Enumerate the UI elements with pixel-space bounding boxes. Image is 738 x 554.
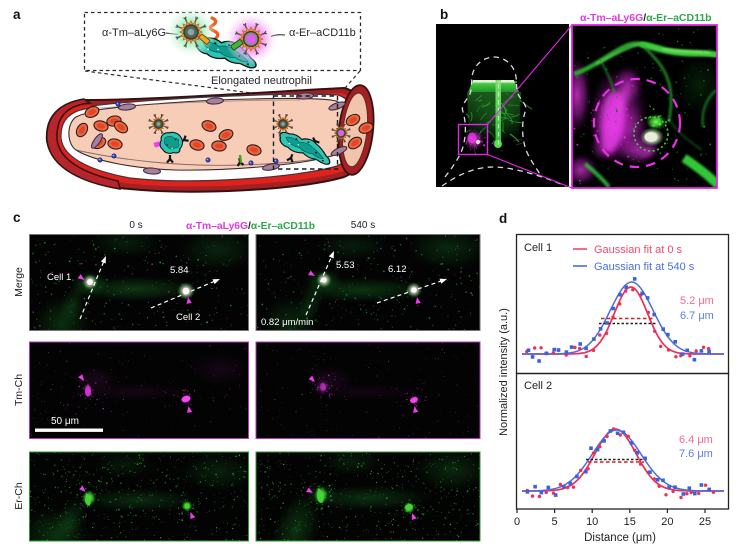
svg-text:Cell 1: Cell 1 <box>524 242 552 254</box>
svg-text:5.2 μm: 5.2 μm <box>680 295 714 307</box>
svg-text:Normalized intensity (a.u.): Normalized intensity (a.u.) <box>498 308 510 436</box>
svg-text:Cell 1: Cell 1 <box>47 272 71 283</box>
svg-text:α-Tm–aLy6G: α-Tm–aLy6G <box>102 27 166 39</box>
svg-text:5: 5 <box>552 516 558 528</box>
svg-text:Gaussian fit at 540 s: Gaussian fit at 540 s <box>594 261 695 273</box>
svg-text:Gaussian fit at 0 s: Gaussian fit at 0 s <box>594 244 683 256</box>
svg-text:15: 15 <box>624 516 636 528</box>
svg-text:6.7 μm: 6.7 μm <box>680 310 714 322</box>
svg-text:Er-Ch: Er-Ch <box>13 482 25 510</box>
svg-text:Distance (μm): Distance (μm) <box>584 532 656 544</box>
svg-text:c: c <box>13 210 21 225</box>
svg-text:b: b <box>440 7 448 22</box>
svg-text:d: d <box>499 211 507 226</box>
svg-text:7.6 μm: 7.6 μm <box>679 448 713 460</box>
svg-text:Merge: Merge <box>13 267 25 297</box>
svg-text:0 s: 0 s <box>129 220 142 231</box>
svg-text:540 s: 540 s <box>351 220 375 231</box>
svg-text:5.53: 5.53 <box>336 260 355 271</box>
svg-text:α-Tm–aLy6G/α-Er–aCD11b: α-Tm–aLy6G/α-Er–aCD11b <box>186 221 315 232</box>
svg-text:10: 10 <box>586 516 598 528</box>
svg-text:a: a <box>13 7 21 22</box>
svg-text:α-Er–aCD11b: α-Er–aCD11b <box>289 27 356 39</box>
svg-text:20: 20 <box>661 516 673 528</box>
svg-text:6.4 μm: 6.4 μm <box>679 434 713 446</box>
svg-text:5.84: 5.84 <box>170 265 189 276</box>
svg-text:Tm-Ch: Tm-Ch <box>13 374 25 406</box>
svg-text:Elongated neutrophil: Elongated neutrophil <box>211 75 312 87</box>
svg-text:0: 0 <box>514 516 520 528</box>
svg-text:0.82 μm/min: 0.82 μm/min <box>261 317 313 328</box>
svg-text:50 μm: 50 μm <box>51 416 79 427</box>
svg-text:25: 25 <box>699 516 711 528</box>
svg-text:Cell 2: Cell 2 <box>176 312 200 323</box>
svg-text:6.12: 6.12 <box>388 264 407 275</box>
svg-text:α-Tm–aLy6G/α-Er–aCD11b: α-Tm–aLy6G/α-Er–aCD11b <box>580 12 712 24</box>
svg-text:Cell 2: Cell 2 <box>524 380 552 392</box>
